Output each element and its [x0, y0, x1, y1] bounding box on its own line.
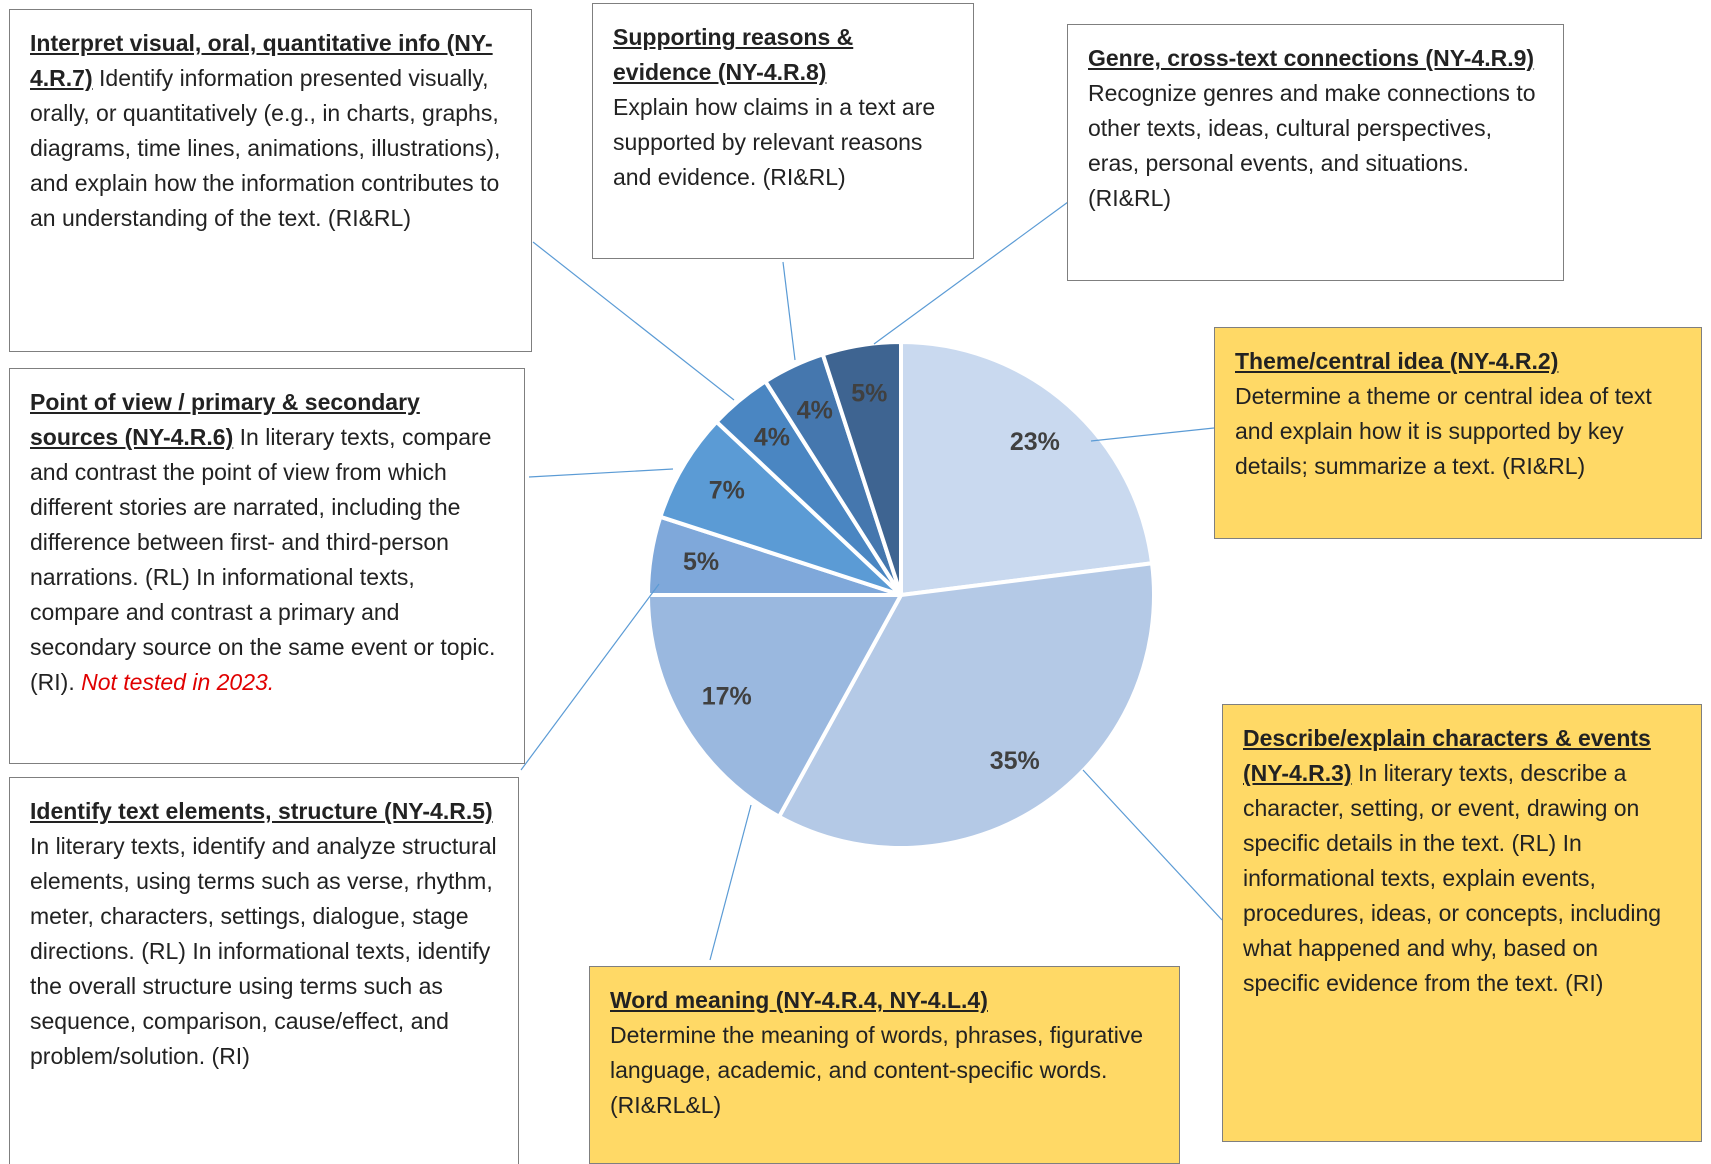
- callout-text: In literary texts, identify and analyze …: [30, 833, 497, 1069]
- callout-title: Theme/central idea (NY-4.R.2): [1235, 348, 1559, 374]
- callout-text: In literary texts, compare and contrast …: [30, 424, 496, 695]
- leader-line: [709, 804, 752, 961]
- callout-title: Identify text elements, structure (NY-4.…: [30, 798, 493, 824]
- callout-title: Describe/explain characters & events (NY…: [1243, 725, 1651, 786]
- callout-note: Not tested in 2023.: [81, 669, 275, 695]
- callout-text: Recognize genres and make connections to…: [1088, 80, 1536, 211]
- leader-line: [520, 583, 660, 771]
- callout-text: In literary texts, describe a character,…: [1243, 760, 1662, 996]
- callout-title: Word meaning (NY-4.R.4, NY-4.L.4): [610, 987, 988, 1013]
- data-label: 4%: [754, 424, 790, 452]
- leader-line: [532, 241, 735, 401]
- callout-text: Explain how claims in a text are support…: [613, 94, 936, 190]
- data-label: 7%: [709, 477, 745, 505]
- pie-slice: [657, 418, 903, 597]
- leader-line: [528, 468, 674, 478]
- leader-line: [1090, 427, 1215, 442]
- callout-box: Identify text elements, structure (NY-4.…: [9, 777, 519, 1164]
- callout-text: Determine the meaning of words, phrases,…: [610, 1022, 1144, 1118]
- data-label: 17%: [702, 683, 752, 711]
- data-label: 5%: [683, 548, 719, 576]
- callout-box: Theme/central idea (NY-4.R.2) Determine …: [1214, 327, 1702, 539]
- callout-title: Supporting reasons & evidence (NY-4.R.8): [613, 24, 854, 85]
- data-label: 5%: [851, 380, 887, 408]
- pie-slice: [645, 593, 905, 820]
- callout-text: Identify information presented visually,…: [30, 65, 501, 231]
- callout-box: Supporting reasons & evidence (NY-4.R.8)…: [592, 3, 974, 259]
- callout-box: Describe/explain characters & events (NY…: [1222, 704, 1702, 1142]
- pie-slice: [899, 339, 1155, 598]
- callout-box: Word meaning (NY-4.R.4, NY-4.L.4) Determ…: [589, 966, 1180, 1164]
- callout-box: Genre, cross-text connections (NY-4.R.9)…: [1067, 24, 1564, 281]
- callout-title: Interpret visual, oral, quantitative inf…: [30, 30, 493, 91]
- callout-text: Determine a theme or central idea of tex…: [1235, 383, 1652, 479]
- callout-box: Point of view / primary & secondary sour…: [9, 368, 525, 764]
- data-label: 4%: [797, 396, 833, 424]
- leader-line: [1082, 769, 1223, 921]
- data-label: 35%: [990, 747, 1040, 775]
- leader-line: [873, 201, 1069, 345]
- pie-slice: [776, 561, 1156, 850]
- data-label: 23%: [1010, 428, 1060, 456]
- callout-title: Genre, cross-text connections (NY-4.R.9): [1088, 45, 1535, 71]
- pie-slice: [820, 339, 903, 596]
- callout-title: Point of view / primary & secondary sour…: [30, 389, 420, 450]
- callout-box: Interpret visual, oral, quantitative inf…: [9, 9, 532, 352]
- leader-line: [782, 261, 796, 361]
